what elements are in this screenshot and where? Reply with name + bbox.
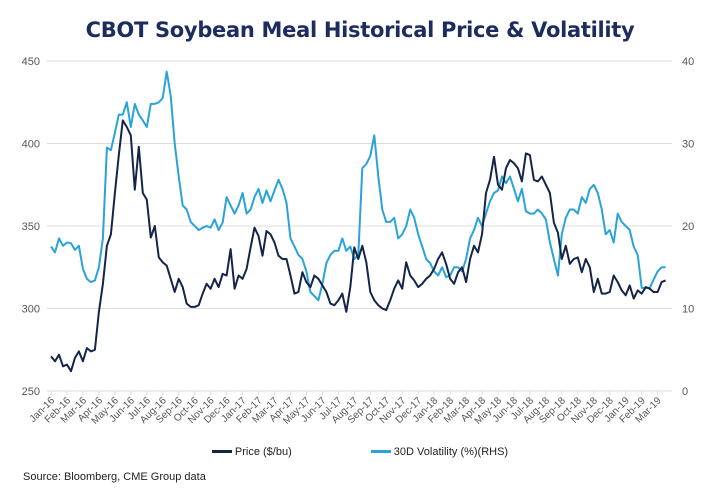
y-left-tick-label: 300 bbox=[22, 304, 40, 316]
legend: Price ($/bu) 30D Volatility (%)(RHS) bbox=[0, 444, 720, 458]
chart-title: CBOT Soybean Meal Historical Price & Vol… bbox=[85, 18, 635, 42]
y-right-tick-label: 20 bbox=[682, 221, 694, 233]
y-right-tick-label: 40 bbox=[682, 56, 694, 68]
legend-label-volatility: 30D Volatility (%)(RHS) bbox=[393, 445, 509, 458]
legend-item-volatility: 30D Volatility (%)(RHS) bbox=[370, 445, 509, 458]
legend-label-price: Price ($/bu) bbox=[234, 445, 292, 458]
legend-swatch-price bbox=[211, 450, 232, 453]
source-note: Source: Bloomberg, CME Group data bbox=[23, 471, 206, 483]
y-right-tick-label: 0 bbox=[682, 386, 688, 398]
series-line-volatility bbox=[50, 70, 666, 302]
y-right-tick-label: 10 bbox=[682, 304, 694, 316]
y-left-tick-label: 450 bbox=[22, 56, 40, 68]
legend-item-price: Price ($/bu) bbox=[211, 445, 292, 458]
y-left-tick-label: 400 bbox=[22, 139, 40, 151]
y-left-tick-label: 250 bbox=[22, 386, 40, 398]
y-right-tick-label: 30 bbox=[682, 139, 694, 151]
legend-swatch-volatility bbox=[370, 450, 391, 453]
series-line-price bbox=[50, 119, 666, 373]
y-left-tick-label: 350 bbox=[22, 221, 40, 233]
